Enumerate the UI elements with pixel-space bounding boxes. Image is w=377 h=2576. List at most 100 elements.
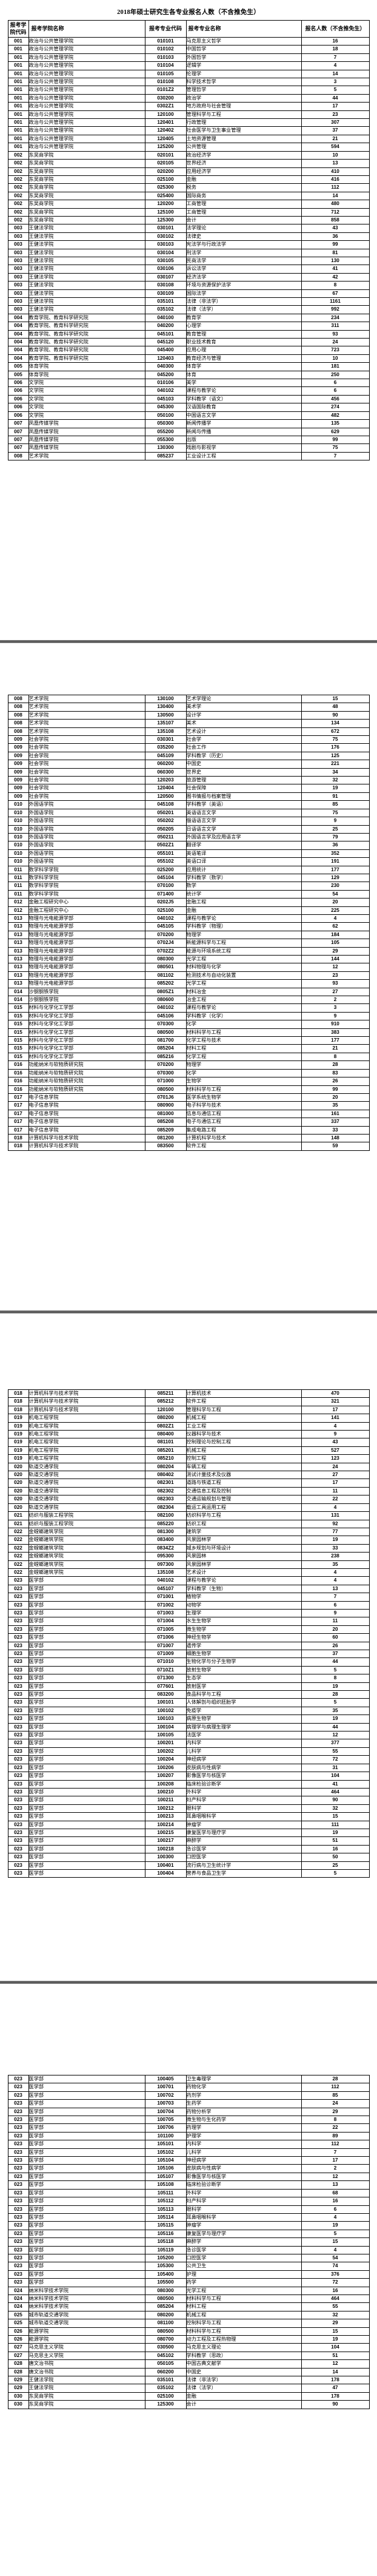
cell-college-code: 003 (7, 305, 29, 314)
cell-college-name: 政治与公共管理学院 (28, 45, 145, 54)
table-row: 023 医学部 105200 口腔医学 54 (7, 2253, 370, 2263)
cell-college-code: 019 (7, 1454, 29, 1463)
table-row: 004 教育学院、教育科学研究院 045101 教育管理 93 (7, 329, 370, 339)
cell-college-code: 008 (7, 703, 29, 712)
cell-college-code: 023 (7, 1836, 29, 1846)
cell-applicants: 9 (301, 1430, 370, 1439)
cell-college-name: 医学部 (28, 1593, 145, 1602)
table-row: 027 马克思主义学院 030500 马克思主义理论 104 (7, 2343, 370, 2352)
cell-applicants: 92 (301, 1519, 370, 1528)
table-row: 028 唐文治书院 050105 中国古典文献学 12 (7, 2359, 370, 2369)
cell-college-code: 023 (7, 1869, 29, 1878)
table-row: 023 医学部 071004 水生生物学 11 (7, 1617, 370, 1626)
cell-major-code: 040102 (144, 1003, 187, 1013)
cell-applicants: 144 (301, 954, 370, 964)
cell-major-name: 体育学 (185, 362, 302, 371)
cell-college-code: 023 (7, 1853, 29, 1862)
cell-college-name: 材料与化学化工学部 (28, 1036, 145, 1045)
table-row: 023 医学部 105119 急诊医学 4 (7, 2245, 370, 2254)
cell-major-name: 图书情报与档案管理 (185, 792, 302, 801)
table-row: 023 医学部 071006 神经生物学 60 (7, 1633, 370, 1642)
cell-college-name: 医学部 (28, 2140, 145, 2149)
cell-major-name: 神经生物学 (185, 1633, 302, 1642)
cell-major-code: 030104 (144, 248, 187, 257)
cell-college-name: 医学部 (28, 1861, 145, 1870)
cell-college-name: 政治与公共管理学院 (28, 86, 145, 95)
cell-major-name: 卫生毒理学 (185, 2074, 302, 2084)
cell-major-code: 085210 (144, 1454, 187, 1463)
cell-college-name: 政治与公共管理学院 (28, 93, 145, 103)
cell-college-name: 东吴商学院 (28, 207, 145, 217)
table-row: 001 政治与公共管理学院 030200 政治学 44 (7, 93, 370, 103)
cell-major-name: 法律（法学） (185, 305, 302, 314)
cell-major-code: 100102 (144, 1706, 187, 1716)
cell-major-code: 095300 (144, 1552, 187, 1561)
cell-college-code: 019 (7, 1438, 29, 1447)
cell-major-code: 010102 (144, 45, 187, 54)
cell-major-code: 100210 (144, 1787, 187, 1797)
cell-college-name: 材料与化学化工学部 (28, 1044, 145, 1053)
cell-major-code: 125300 (144, 2400, 187, 2409)
table-row: 023 医学部 100103 病原生物学 19 (7, 1715, 370, 1724)
table-row: 030 东吴商学院 025100 金融 178 (7, 2392, 370, 2401)
cell-major-code: 100401 (144, 1861, 187, 1870)
cell-major-name: 税务 (185, 183, 302, 192)
cell-applicants: 33 (301, 1125, 370, 1135)
table-row: 008 艺术学院 135107 美术 134 (7, 719, 370, 728)
table-row: 007 凤凰传媒学院 130300 戏剧与影视学 75 (7, 443, 370, 453)
cell-college-name: 教育学院、教育科学研究院 (28, 346, 145, 355)
cell-college-code: 007 (7, 435, 29, 445)
cell-major-code: 080600 (144, 996, 187, 1005)
applicants-table-page-3: 018 计算机科学与技术学院 085211 计算机技术 470 018 计算机科学与技术学院… (7, 1389, 370, 1878)
cell-college-code: 002 (7, 200, 29, 209)
cell-major-code: 105118 (144, 2237, 187, 2247)
cell-major-name: 美术 (185, 719, 302, 728)
cell-major-name: 教育经济与管理 (185, 354, 302, 363)
cell-applicants: 81 (301, 248, 370, 257)
cell-college-code: 023 (7, 2180, 29, 2190)
cell-college-name: 轨道交通学院 (28, 1486, 145, 1496)
cell-college-name: 医学部 (28, 1641, 145, 1651)
cell-college-name: 物理与光电能源学部 (28, 939, 145, 948)
cell-college-code: 002 (7, 207, 29, 217)
cell-applicants: 14 (301, 2367, 370, 2377)
table-row: 008 艺术学院 130500 设计学 90 (7, 710, 370, 720)
cell-applicants: 321 (301, 1397, 370, 1406)
cell-major-name: 冶金工程 (185, 996, 302, 1005)
cell-major-code: 071009 (144, 1649, 187, 1659)
cell-major-name: 临床检验诊断学 (185, 1779, 302, 1789)
cell-major-code: 100300 (144, 1853, 187, 1862)
cell-college-name: 外国语学院 (28, 808, 145, 818)
cell-college-name: 轨道交通学院 (28, 1462, 145, 1472)
cell-college-name: 医学部 (28, 2180, 145, 2190)
cell-applicants: 50 (301, 1853, 370, 1862)
page-break-divider-3 (0, 1981, 377, 1984)
table-row: 023 医学部 100405 卫生毒理学 28 (7, 2074, 370, 2084)
cell-college-code: 023 (7, 1731, 29, 1740)
cell-college-name: 医学部 (28, 2107, 145, 2117)
table-row: 014 沙钢钢铁学院 0805Z1 材料冶金 27 (7, 987, 370, 997)
cell-applicants: 274 (301, 403, 370, 412)
cell-college-code: 023 (7, 2107, 29, 2117)
cell-applicants: 480 (301, 200, 370, 209)
cell-applicants: 230 (301, 882, 370, 891)
cell-college-code: 023 (7, 1779, 29, 1789)
cell-major-name: 集成电路工程 (185, 1125, 302, 1135)
cell-college-name: 王健法学院 (28, 289, 145, 298)
cell-applicants: 21 (301, 134, 370, 144)
cell-major-code: 080500 (144, 2327, 187, 2336)
cell-major-name: 世界经济 (185, 159, 302, 168)
cell-major-code: 105112 (144, 2197, 187, 2206)
cell-major-code: 071010 (144, 1657, 187, 1667)
cell-major-name: 病原生物学 (185, 1715, 302, 1724)
cell-major-code: 120203 (144, 776, 187, 785)
table-row: 001 政治与公共管理学院 125200 公共管理 594 (7, 143, 370, 152)
cell-major-code: 040102 (144, 914, 187, 923)
cell-college-code: 013 (7, 914, 29, 923)
table-row: 009 社会学院 120203 旅游管理 32 (7, 776, 370, 785)
table-row: 018 计算机科学与技术学院 083500 软件工程 59 (7, 1142, 370, 1151)
cell-college-code: 004 (7, 329, 29, 339)
cell-college-code: 023 (7, 2123, 29, 2133)
cell-applicants: 17 (301, 1479, 370, 1488)
cell-college-code: 024 (7, 2302, 29, 2311)
